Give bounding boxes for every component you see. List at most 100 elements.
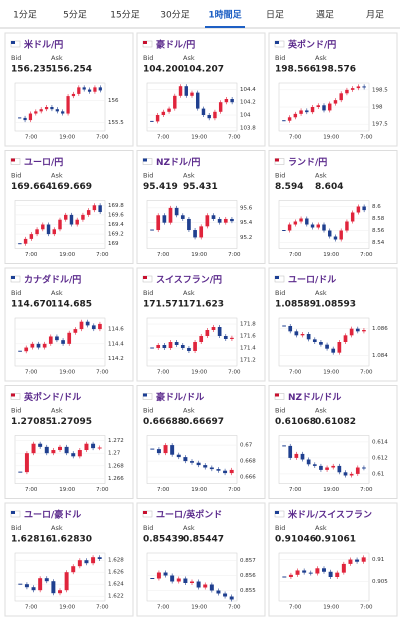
bid-value: 1.08589: [275, 300, 316, 310]
candle-body: [155, 115, 160, 122]
pair-name[interactable]: NZドル/ドル: [288, 392, 341, 403]
candle-body: [302, 570, 307, 573]
plot-area: [14, 317, 106, 367]
tab[interactable]: 週足: [316, 10, 334, 21]
y-tick-label: 1.624: [108, 582, 124, 588]
y-tick-label: 0.614: [372, 439, 388, 445]
candle-body: [190, 461, 194, 463]
candle-body: [211, 215, 216, 219]
x-tick-label: 19:00: [323, 370, 339, 376]
y-tick-label: 95.4: [240, 220, 253, 226]
bid-value: 0.61068: [275, 417, 316, 427]
y-tick-label: 0.855: [240, 588, 256, 594]
tab[interactable]: 月足: [366, 10, 384, 21]
tab[interactable]: 15分足: [110, 10, 139, 21]
candle-body: [150, 120, 154, 122]
candle-body: [170, 575, 175, 582]
candle-body: [306, 334, 311, 340]
candle-body: [349, 473, 354, 476]
y-tick-label: 1.272: [108, 438, 124, 444]
x-tick-label: 19:00: [59, 252, 75, 258]
candle-body: [87, 89, 92, 92]
y-tick-label: 0.61: [372, 471, 384, 477]
y-tick-label: 171.6: [240, 334, 256, 340]
pair-name[interactable]: ランド/円: [288, 157, 327, 168]
candle-body: [299, 110, 303, 114]
ask-label: Ask: [51, 407, 63, 415]
bid-label: Bid: [143, 407, 153, 415]
pair-name[interactable]: ユーロ/豪ドル: [24, 509, 81, 521]
flag-mark: [275, 41, 279, 44]
pair-name[interactable]: 米ドル/スイスフラン: [287, 509, 372, 521]
pair-name[interactable]: カナダドル/円: [24, 274, 81, 286]
tab[interactable]: 30分足: [160, 10, 189, 21]
bid-label: Bid: [11, 524, 21, 532]
candle-body: [29, 234, 34, 239]
candle-body: [163, 445, 168, 454]
bid-value: 114.670: [11, 300, 52, 310]
candle-body: [230, 99, 234, 103]
x-tick-label: 19:00: [59, 370, 75, 376]
y-tick-label: 103.8: [240, 125, 256, 131]
candle-body: [35, 229, 39, 235]
candle-body: [213, 111, 217, 119]
candle-body: [223, 593, 228, 597]
pair-name[interactable]: NZドル/円: [156, 157, 200, 168]
candle-body: [176, 454, 181, 458]
x-tick-label: 7:00: [360, 252, 373, 258]
candle-body: [339, 230, 343, 240]
candle-body: [350, 212, 355, 222]
pair-name[interactable]: スイスフラン/円: [156, 275, 222, 286]
tab[interactable]: 5分足: [63, 10, 87, 21]
x-tick-label: 7:00: [96, 135, 109, 141]
pair-name[interactable]: 英ポンド/ドル: [23, 391, 81, 403]
pair-name[interactable]: 英ポンド/円: [287, 39, 336, 51]
bid-value: 104.200: [143, 65, 184, 75]
pair-name[interactable]: ユーロ/円: [24, 157, 63, 168]
y-tick-label: 169.2: [108, 232, 124, 238]
pair-name[interactable]: 豪ドル/ドル: [156, 391, 204, 403]
candle-body: [229, 596, 234, 600]
candle-body: [300, 334, 305, 336]
candle-body: [216, 469, 221, 471]
x-tick-label: 7:00: [157, 135, 170, 141]
candle-body: [173, 95, 177, 109]
candle-body: [71, 93, 76, 97]
candle-body: [38, 578, 43, 591]
flag-mark: [143, 511, 147, 514]
candle-body: [355, 559, 360, 562]
candle-body: [156, 572, 161, 579]
bid-value: 1.27085: [11, 417, 52, 427]
candle-body: [196, 462, 201, 466]
candle-body: [51, 581, 56, 594]
tab[interactable]: 1分足: [13, 10, 37, 21]
y-tick-label: 169.6: [108, 212, 124, 218]
pair-name[interactable]: 米ドル/円: [23, 39, 63, 51]
candle-body: [69, 214, 74, 225]
candle-body: [24, 584, 29, 588]
y-tick-label: 95.2: [240, 235, 252, 241]
y-tick-label: 1.622: [108, 594, 124, 600]
pair-name[interactable]: ユーロ/ドル: [288, 275, 336, 286]
tab[interactable]: 1時間足: [208, 9, 242, 21]
candle-body: [325, 344, 329, 349]
candle-body: [86, 210, 91, 215]
pair-name[interactable]: 豪ドル/円: [156, 39, 195, 51]
bid-label: Bid: [143, 524, 153, 532]
ask-value: 169.669: [51, 182, 92, 192]
plot-area: [278, 552, 370, 602]
ask-value: 0.61082: [315, 417, 356, 427]
tab[interactable]: 日足: [266, 10, 284, 21]
ask-label: Ask: [315, 54, 327, 62]
candle-body: [156, 449, 161, 454]
x-tick-label: 19:00: [323, 605, 339, 611]
ask-label: Ask: [315, 407, 327, 415]
candle-body: [282, 445, 286, 447]
y-tick-label: 0.856: [240, 573, 256, 579]
bid-value: 171.571: [143, 300, 184, 310]
pair-name[interactable]: ユーロ/英ポンド: [156, 509, 222, 521]
x-tick-label: 7:00: [289, 252, 302, 258]
candle-body: [223, 470, 228, 474]
candle-body: [190, 581, 194, 583]
candle-body: [356, 206, 361, 213]
